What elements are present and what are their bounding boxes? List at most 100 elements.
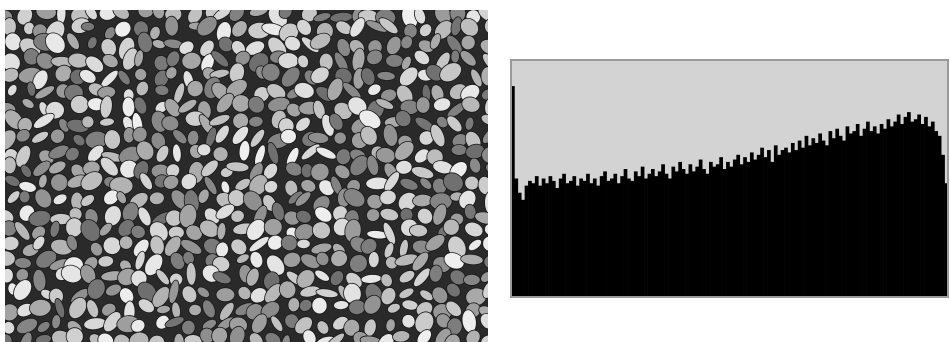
bar xyxy=(889,126,894,297)
pebble xyxy=(383,242,395,259)
pebble xyxy=(367,251,380,268)
pebble xyxy=(398,287,415,300)
pebble xyxy=(277,52,299,70)
bar xyxy=(528,180,532,297)
pebble xyxy=(429,264,443,283)
pebble xyxy=(214,124,230,144)
pebble xyxy=(479,38,488,56)
pebble xyxy=(484,95,488,118)
bar xyxy=(913,119,918,297)
pebble xyxy=(97,255,114,268)
pebble xyxy=(442,218,460,236)
pebble xyxy=(34,85,55,100)
pebble xyxy=(300,143,321,161)
pebble xyxy=(197,143,212,157)
pebble xyxy=(164,316,185,328)
bar xyxy=(722,169,727,297)
pebble xyxy=(300,179,317,193)
pebble xyxy=(216,222,227,241)
pebble xyxy=(442,172,464,192)
bar xyxy=(835,128,840,297)
bar xyxy=(541,178,546,297)
pebble xyxy=(395,110,412,128)
pebble xyxy=(132,238,150,258)
pebble xyxy=(417,207,433,225)
pebble xyxy=(335,148,352,166)
pebble xyxy=(70,95,89,114)
pebble xyxy=(382,124,399,147)
pebble xyxy=(149,25,161,40)
pebble xyxy=(33,112,55,129)
pebble xyxy=(266,83,287,100)
pebbles xyxy=(5,10,488,342)
pebble xyxy=(248,236,270,253)
pebble xyxy=(68,297,88,319)
pebble xyxy=(482,126,488,144)
pebble xyxy=(137,31,153,54)
photo xyxy=(5,10,488,342)
pebble xyxy=(210,50,230,68)
pebble xyxy=(468,238,482,252)
pebble xyxy=(249,287,268,304)
bar xyxy=(937,135,942,297)
pebble xyxy=(446,115,463,133)
pebble xyxy=(379,189,397,206)
pebble xyxy=(400,35,413,50)
pebble xyxy=(164,15,179,37)
pebble xyxy=(249,128,266,148)
pebble xyxy=(5,129,17,151)
pebble xyxy=(215,287,236,303)
pebble xyxy=(188,303,202,317)
pebble xyxy=(328,113,344,131)
pebble xyxy=(326,77,344,101)
bar xyxy=(674,171,679,297)
pebble xyxy=(5,67,20,83)
pebble xyxy=(137,10,155,19)
bar xyxy=(770,161,775,297)
pebble xyxy=(212,146,229,162)
pebble xyxy=(376,333,395,342)
bar xyxy=(627,178,631,297)
pebble xyxy=(152,10,165,20)
pebble xyxy=(462,273,481,286)
pebble xyxy=(117,69,131,86)
bar xyxy=(715,164,720,297)
bar xyxy=(920,123,925,298)
bar xyxy=(691,171,696,297)
pebble xyxy=(482,280,488,299)
pebble xyxy=(413,49,431,66)
bar xyxy=(848,133,853,297)
pebble xyxy=(349,17,366,38)
bar xyxy=(794,150,799,297)
bar xyxy=(763,157,768,297)
pebble xyxy=(307,131,330,144)
pebble xyxy=(431,286,449,304)
pebble xyxy=(16,10,33,26)
pebble xyxy=(479,313,488,330)
pebble xyxy=(80,171,104,191)
pebble xyxy=(229,325,246,342)
pebble xyxy=(65,146,80,162)
pebble xyxy=(460,17,479,37)
pebble xyxy=(200,159,219,178)
pebble xyxy=(409,224,428,238)
pebble xyxy=(296,238,311,250)
bar xyxy=(801,147,805,297)
bar xyxy=(681,169,686,297)
pebble xyxy=(186,80,204,98)
pebble xyxy=(264,332,282,342)
pebble xyxy=(31,130,49,144)
pebble xyxy=(155,269,170,286)
bar xyxy=(569,180,573,297)
pebble xyxy=(103,189,120,206)
pebble xyxy=(465,329,481,342)
pebble xyxy=(411,251,430,272)
pebble xyxy=(18,190,31,204)
pebble xyxy=(363,294,382,315)
bar xyxy=(883,128,887,297)
bar xyxy=(545,183,549,297)
bar xyxy=(599,176,604,297)
pebble xyxy=(48,160,67,175)
pebble xyxy=(112,10,130,20)
bar xyxy=(767,150,771,297)
